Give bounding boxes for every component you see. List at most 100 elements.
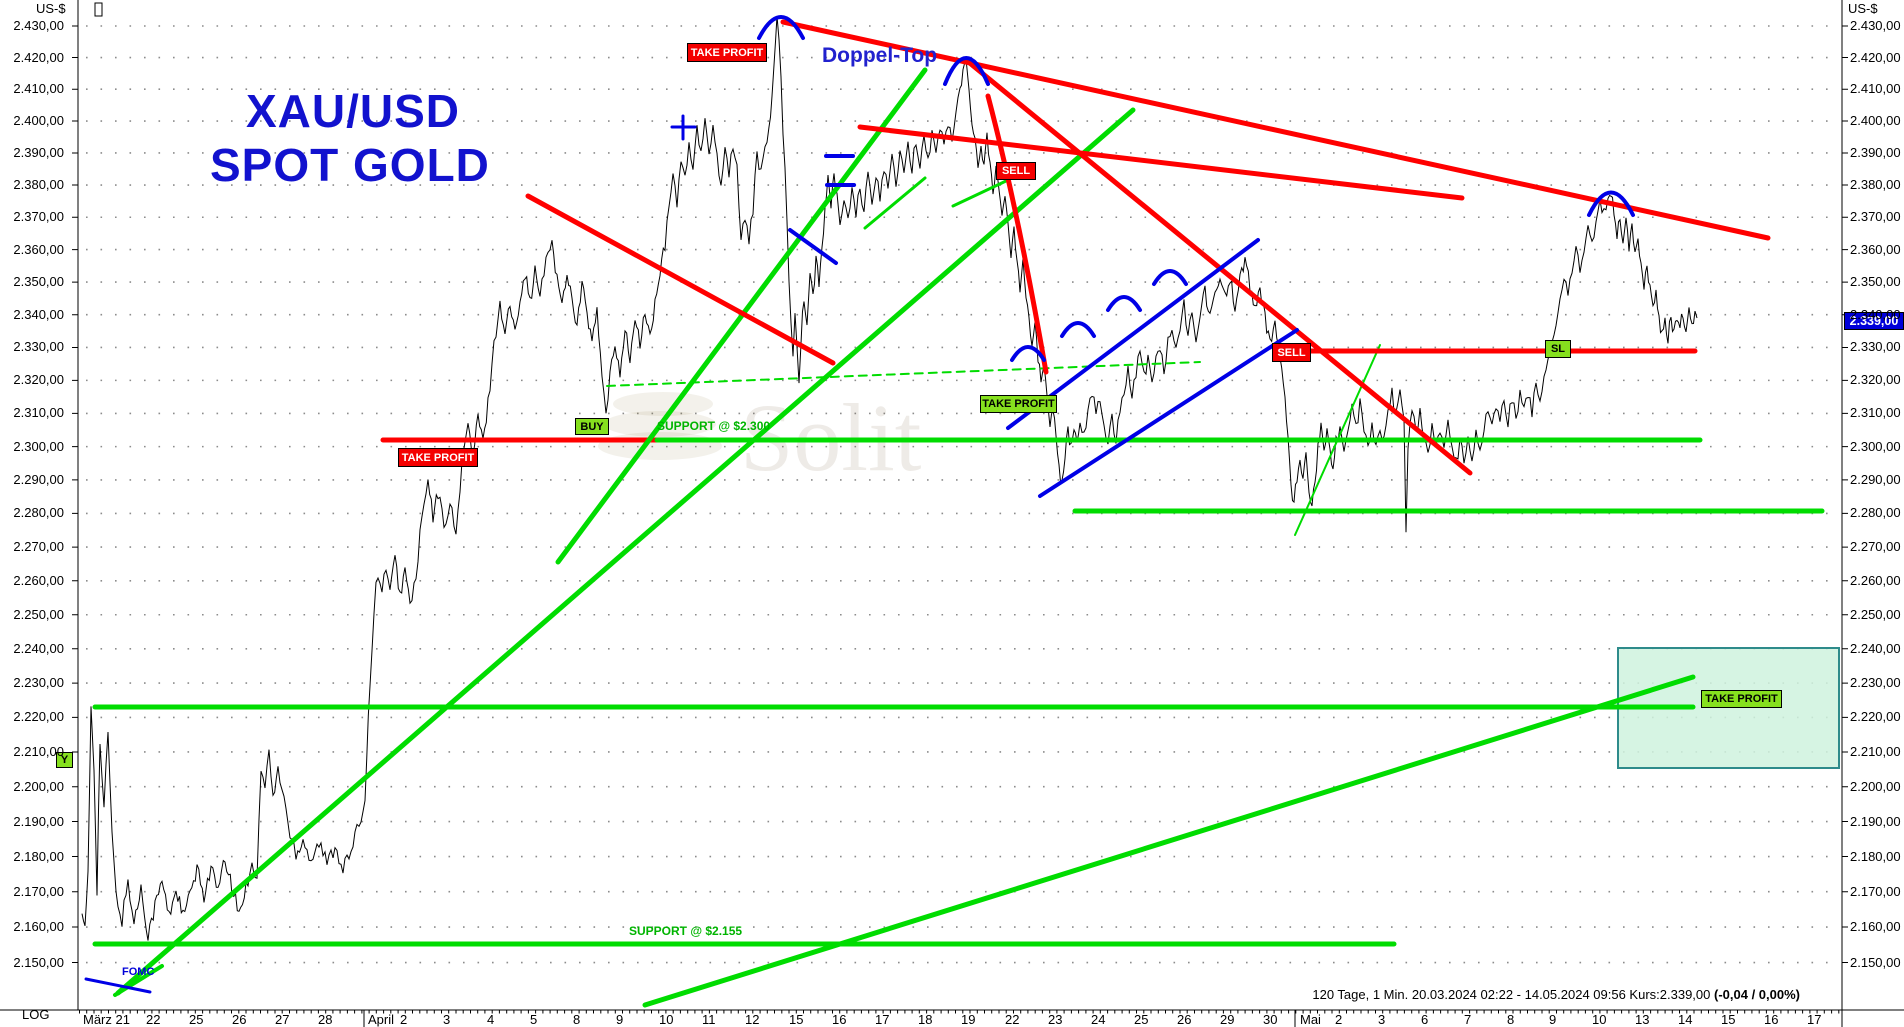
y-tick-label-right: 2.300,00 xyxy=(1850,439,1901,454)
y-tick-label-left: 2.150,00 xyxy=(13,955,64,970)
y-tick-label-right: 2.280,00 xyxy=(1850,505,1901,520)
y-tick-label-right: 2.390,00 xyxy=(1850,145,1901,160)
y-tick-label-left: 2.310,00 xyxy=(13,405,64,420)
y-tick-label-right: 2.310,00 xyxy=(1850,405,1901,420)
mini-trend-a xyxy=(863,176,927,230)
cursor-marker xyxy=(94,2,103,17)
y-tick-label-left: 2.230,00 xyxy=(13,675,64,690)
x-tick-label: 11 xyxy=(702,1012,716,1027)
wave-arc-2 xyxy=(1060,321,1096,338)
y-tick-label-right: 2.410,00 xyxy=(1850,81,1901,96)
x-tick-label: 8 xyxy=(1507,1012,1515,1027)
x-tick-label: 30 xyxy=(1263,1012,1278,1027)
wave-arc-3 xyxy=(1106,295,1142,312)
mini-trend-b xyxy=(951,179,1008,208)
x-tick-label: 23 xyxy=(1048,1012,1063,1027)
take-profit-badge-3[interactable]: TAKE PROFIT xyxy=(980,395,1057,413)
y-tick-label-left: 2.240,00 xyxy=(13,641,64,656)
y-tick-label-right: 2.250,00 xyxy=(1850,607,1901,622)
x-tick-label: Mai xyxy=(1300,1012,1321,1027)
y-tick-label-left: 2.410,00 xyxy=(13,81,64,96)
x-tick-label: 8 xyxy=(573,1012,581,1027)
y-tick-label-left: 2.420,00 xyxy=(13,50,64,65)
log-scale-label[interactable]: LOG xyxy=(22,1007,50,1022)
buy-badge[interactable]: BUY xyxy=(575,418,609,435)
y-tick-label-right: 2.380,00 xyxy=(1850,177,1901,192)
fomc-label[interactable]: FOMC xyxy=(122,966,155,978)
x-tick-label: 22 xyxy=(146,1012,161,1027)
x-tick-label: 17 xyxy=(1807,1012,1822,1027)
x-tick-label: 5 xyxy=(530,1012,538,1027)
axis-ticks xyxy=(72,25,1848,1014)
uptrend-long xyxy=(115,107,1136,996)
x-tick-label: 15 xyxy=(1721,1012,1736,1027)
uptrend-steep xyxy=(555,67,928,565)
take-profit-badge-4[interactable]: TAKE PROFIT xyxy=(1701,690,1782,708)
x-tick-label: 19 xyxy=(961,1012,976,1027)
support-2300-label[interactable]: SUPPORT @ $2.300 xyxy=(657,419,771,433)
wave-arc-4 xyxy=(1152,269,1188,286)
y-tick-label-left: 2.210,00 xyxy=(13,744,64,759)
support-2155-label[interactable]: SUPPORT @ $2.155 xyxy=(629,924,743,938)
sell-badge-1[interactable]: SELL xyxy=(996,162,1036,180)
downtrend-peak2 xyxy=(963,57,1473,476)
x-tick-label: 15 xyxy=(789,1012,804,1027)
x-tick-label: 13 xyxy=(1635,1012,1650,1027)
y-tick-label-right: 2.230,00 xyxy=(1850,675,1901,690)
y-tick-label-left: 2.200,00 xyxy=(13,779,64,794)
x-tick-label: 12 xyxy=(745,1012,760,1027)
price-path xyxy=(81,15,1698,941)
y-tick-label-right: 2.360,00 xyxy=(1850,242,1901,257)
x-tick-label: 29 xyxy=(1220,1012,1235,1027)
x-tick-label: März 21 xyxy=(83,1012,130,1027)
y-tick-label-left: 2.320,00 xyxy=(13,372,64,387)
take-profit-badge-2[interactable]: TAKE PROFIT xyxy=(398,448,478,467)
x-tick-label: 22 xyxy=(1005,1012,1020,1027)
thin-rally-line xyxy=(1294,344,1381,536)
y-tick-label-left: 2.350,00 xyxy=(13,274,64,289)
y-tick-label-left: 2.430,00 xyxy=(13,18,64,33)
y-tick-label-right: 2.270,00 xyxy=(1850,539,1901,554)
x-tick-label: 2 xyxy=(400,1012,408,1027)
blue-short-drop xyxy=(788,228,838,265)
y-tick-label-left: 2.300,00 xyxy=(13,439,64,454)
y-tick-label-right: 2.180,00 xyxy=(1850,849,1901,864)
y-tick-label-left: 2.190,00 xyxy=(13,814,64,829)
y-tick-label-right: 2.400,00 xyxy=(1850,113,1901,128)
y-tick-label-left: 2.340,00 xyxy=(13,307,64,322)
y-tick-label-right: 2.340,00 xyxy=(1850,307,1901,322)
downtrend-inner xyxy=(857,124,1465,201)
y-tick-label-right: 2.320,00 xyxy=(1850,372,1901,387)
doppel-top-label[interactable]: Doppel-Top xyxy=(822,44,938,67)
status-change-text: (-0,04 / 0,00%) xyxy=(1714,987,1800,1002)
y-tick-label-right: 2.200,00 xyxy=(1850,779,1901,794)
x-tick-label: 25 xyxy=(1134,1012,1149,1027)
x-tick-label: 7 xyxy=(1464,1012,1472,1027)
sl-badge[interactable]: SL xyxy=(1545,340,1571,358)
top-arc-2 xyxy=(943,56,990,86)
last-price-tag: 2.339,00 xyxy=(1844,312,1904,330)
status-range-text: 120 Tage, 1 Min. 20.03.2024 02:22 - 14.0… xyxy=(1312,987,1714,1002)
x-tick-label: 17 xyxy=(875,1012,890,1027)
wave-arc-1 xyxy=(1010,345,1046,362)
sell-badge-2[interactable]: SELL xyxy=(1272,343,1311,362)
y-tick-label-left: 2.160,00 xyxy=(13,919,64,934)
x-tick-label: 3 xyxy=(443,1012,451,1027)
y-tick-label-right: 2.330,00 xyxy=(1850,339,1901,354)
x-tick-label: 9 xyxy=(616,1012,624,1027)
y-tick-label-left: 2.400,00 xyxy=(13,113,64,128)
x-tick-label: 24 xyxy=(1091,1012,1106,1027)
x-tick-label: 26 xyxy=(232,1012,247,1027)
x-tick-label: 16 xyxy=(832,1012,847,1027)
x-tick-label: 14 xyxy=(1678,1012,1693,1027)
top-arc-3 xyxy=(1587,190,1635,217)
take-profit-badge-1[interactable]: TAKE PROFIT xyxy=(687,43,767,62)
y-tick-label-right: 2.260,00 xyxy=(1850,573,1901,588)
y-tick-label-right: 2.350,00 xyxy=(1850,274,1901,289)
uptrend-shallow xyxy=(642,674,1696,1008)
y-tick-label-right: 2.240,00 xyxy=(1850,641,1901,656)
x-tick-label: 3 xyxy=(1378,1012,1386,1027)
buy-badge-clipped[interactable]: Y xyxy=(56,752,73,768)
